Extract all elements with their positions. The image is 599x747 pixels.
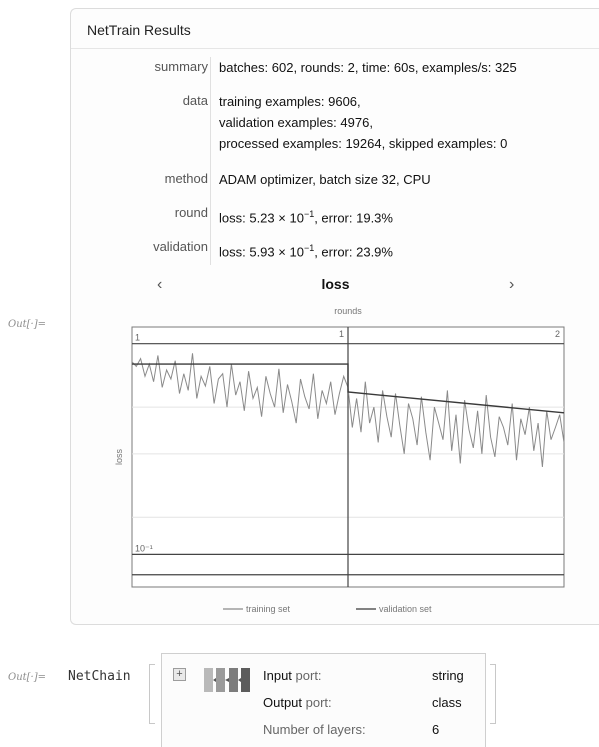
netchain-summary-box[interactable]: + Input port: string Output port: class … <box>161 653 486 747</box>
top-axis-label: rounds <box>334 306 362 316</box>
error-prefix: , error: <box>314 244 357 260</box>
previous-plot-button[interactable]: ‹ <box>157 276 163 293</box>
times-ten: × 10 <box>274 244 304 260</box>
row-value: processed examples: 19264, skipped examp… <box>219 136 508 151</box>
port-label-rest: port: <box>302 695 332 710</box>
output-port-label: Output port: <box>263 695 332 710</box>
row-key: summary <box>154 59 208 74</box>
error-value: 19.3% <box>356 210 393 226</box>
y-axis-label: loss <box>114 449 124 466</box>
panel-title: NetTrain Results <box>87 22 191 38</box>
netchain-head: NetChain <box>68 669 131 684</box>
layers-count-value: 6 <box>432 722 440 737</box>
row-value: loss: 5.23 × 10−1, error: 19.3% <box>219 203 393 229</box>
layers-count-label: Number of layers: <box>263 722 366 737</box>
y-tick-label: 10⁻¹ <box>135 543 153 553</box>
error-value: 23.9% <box>356 244 393 260</box>
loss-exponent: −1 <box>303 243 315 253</box>
y-tick-label: 1 <box>135 333 140 343</box>
right-bracket <box>490 664 496 724</box>
loss-prefix: loss: <box>219 210 250 226</box>
netchain-output: Out[·]= NetChain + Input port: string Ou… <box>0 650 599 747</box>
row-key: validation <box>153 239 208 254</box>
key-column-divider <box>210 57 211 265</box>
title-divider <box>71 48 599 49</box>
legend-training-label: training set <box>246 604 291 614</box>
port-label-main: Output <box>263 695 303 710</box>
nettrain-results-panel: NetTrain Results summary batches: 602, r… <box>70 8 599 625</box>
row-value: ADAM optimizer, batch size 32, CPU <box>219 172 431 187</box>
chart-title: loss <box>321 276 350 292</box>
row-value: training examples: 9606, <box>219 94 361 109</box>
port-label-main: Input <box>263 668 292 683</box>
x-tick-label: 2 <box>555 329 560 339</box>
port-label-rest: port: <box>291 668 322 683</box>
row-value: batches: 602, rounds: 2, time: 60s, exam… <box>219 60 517 75</box>
loss-chart: rounds 1 2 1 10⁻¹ loss training set validation … <box>114 306 565 614</box>
row-key: data <box>182 93 208 108</box>
loss-exponent: −1 <box>303 209 315 219</box>
port-label-main: Number of layers: <box>263 722 366 737</box>
expand-icon[interactable]: + <box>173 668 186 681</box>
input-port-label: Input port: <box>263 668 322 683</box>
row-value: loss: 5.93 × 10−1, error: 23.9% <box>219 237 393 263</box>
error-prefix: , error: <box>314 210 357 226</box>
row-value: validation examples: 4976, <box>219 115 373 130</box>
legend-validation-label: validation set <box>379 604 432 614</box>
row-key: round <box>174 205 208 220</box>
times-ten: × 10 <box>274 210 304 226</box>
next-plot-button[interactable]: › <box>509 276 515 293</box>
loss-prefix: loss: <box>219 244 250 260</box>
loss-mantissa: 5.93 <box>249 244 275 260</box>
network-layers-icon <box>204 668 250 692</box>
output-cell-label: Out[·]= <box>8 319 47 330</box>
left-bracket <box>149 664 155 724</box>
input-port-value: string <box>432 668 464 683</box>
validation-set-line <box>132 363 565 414</box>
loss-mantissa: 5.23 <box>249 210 275 226</box>
chart-navigator: loss ‹ › <box>71 276 599 298</box>
row-key: method <box>164 171 208 186</box>
output-port-value: class <box>432 695 462 710</box>
output-cell-label: Out[·]= <box>8 672 47 683</box>
x-tick-label: 1 <box>339 329 344 339</box>
